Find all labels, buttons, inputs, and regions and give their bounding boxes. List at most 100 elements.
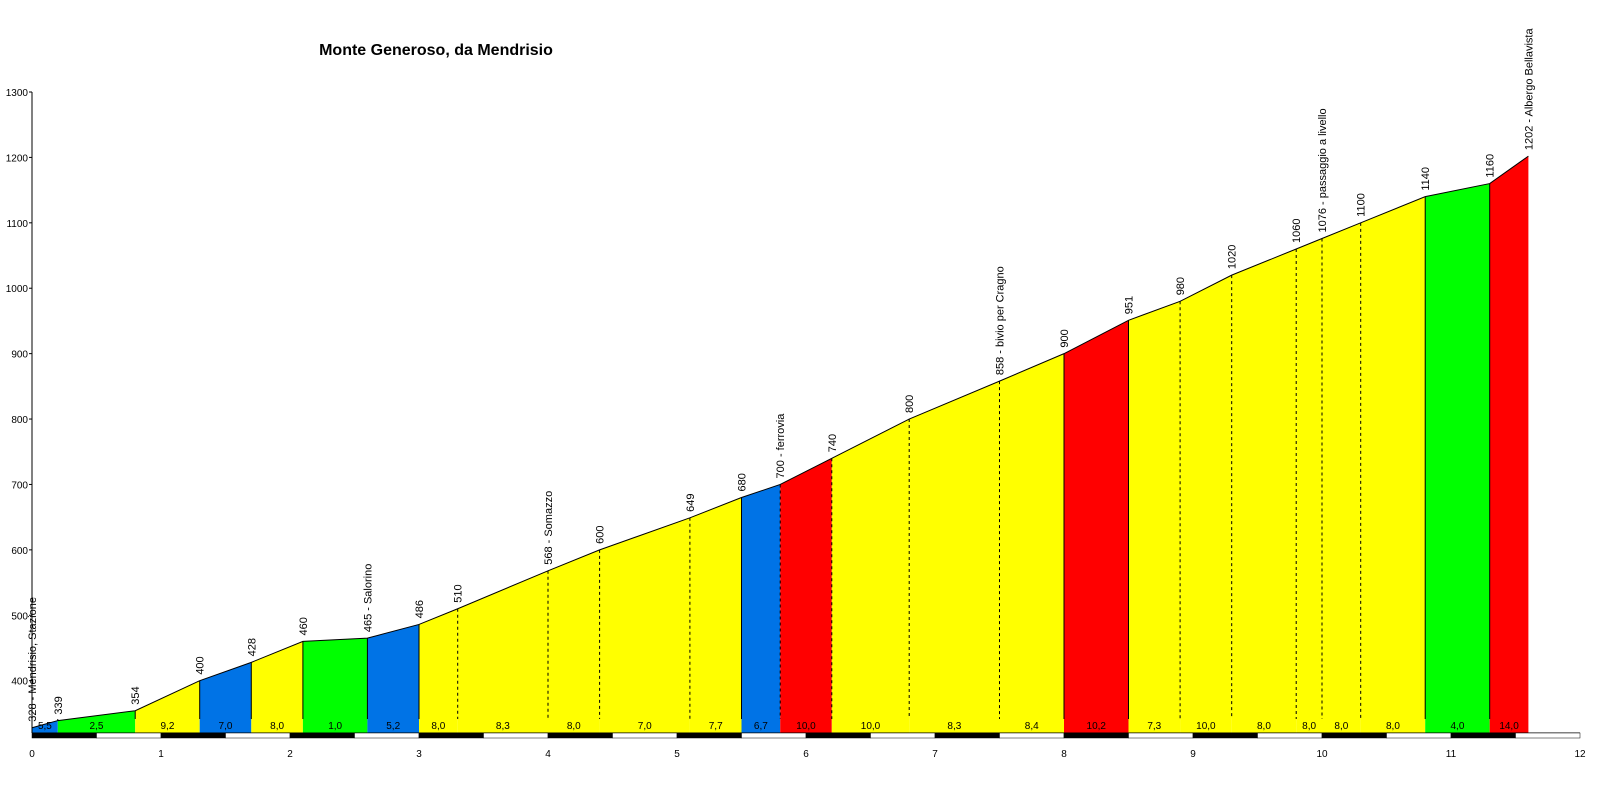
segment-area	[548, 549, 600, 733]
gradient-segments	[32, 156, 1529, 734]
gradient-label: 10,0	[1196, 721, 1216, 732]
x-tick-label: 12	[1574, 749, 1586, 760]
scale-bar-cell	[1515, 732, 1581, 739]
elevation-label: 680	[737, 473, 749, 491]
elevation-label: 400	[195, 656, 207, 674]
gradient-label: 8,4	[1025, 721, 1039, 732]
scale-bar-cell	[160, 732, 226, 739]
gradient-label: 8,0	[1334, 721, 1348, 732]
y-tick-label: 400	[11, 677, 28, 688]
segment-area	[1064, 320, 1129, 733]
scale-bar-cell	[676, 732, 742, 739]
gradient-labels: 5,5 2,5 9,2 7,0 8,0 1,0 5,2 8,0 8,3 8,0 7,0 7,7 6,7 1…	[38, 721, 1519, 732]
gradient-label: 5,2	[386, 721, 400, 732]
y-tick-labels: 1300 1200 1100 1000 900 800 700 600 500 400	[6, 88, 32, 688]
segment-area	[1128, 301, 1181, 733]
scale-bar-cell	[418, 732, 484, 739]
elevation-label: 980	[1175, 277, 1187, 295]
x-tick-label: 0	[29, 749, 35, 760]
y-tick-label: 800	[11, 415, 28, 426]
scale-bar-cell	[870, 732, 936, 739]
elevation-label: 700 - ferrovia	[775, 413, 787, 479]
scale-bar-cell	[1063, 732, 1129, 739]
segment-area	[689, 497, 742, 733]
scale-bar-cell	[1257, 732, 1323, 739]
scale-bar-cell	[934, 732, 1000, 739]
elevation-label: 600	[595, 525, 607, 543]
x-tick-label: 1	[158, 749, 164, 760]
gradient-label: 8,0	[270, 721, 284, 732]
y-tick-label: 1200	[6, 153, 29, 164]
elevation-label: 951	[1124, 296, 1136, 314]
x-tick-label: 7	[932, 749, 938, 760]
segment-area	[457, 570, 548, 733]
elevation-label: 354	[130, 686, 142, 704]
y-tick-label: 1000	[6, 284, 29, 295]
y-tick-label: 500	[11, 611, 28, 622]
y-tick-label: 1300	[6, 88, 29, 99]
segment-area	[32, 720, 58, 733]
segment-area	[135, 680, 200, 733]
elevation-label: 740	[827, 434, 839, 452]
gradient-label: 8,0	[431, 721, 445, 732]
gradient-label: 7,0	[638, 721, 652, 732]
segment-area	[302, 638, 368, 733]
scale-bar-cell	[741, 732, 807, 739]
elevation-label: 900	[1059, 329, 1071, 347]
x-tick-label: 8	[1061, 749, 1067, 760]
gradient-label: 8,0	[567, 721, 581, 732]
x-tick-label: 2	[287, 749, 293, 760]
segment-area	[741, 484, 781, 733]
gradient-label: 8,0	[1257, 721, 1271, 732]
gradient-label: 8,3	[496, 721, 510, 732]
elevation-label: 486	[414, 600, 426, 618]
segment-area	[1425, 183, 1490, 734]
segment-area	[1180, 275, 1232, 733]
gradient-label: 8,3	[947, 721, 961, 732]
segment-area	[999, 353, 1064, 733]
elevation-label: 568 - Somazzo	[543, 491, 555, 565]
segment-area	[1360, 196, 1426, 733]
y-tick-label: 900	[11, 350, 28, 361]
elevation-label: 800	[904, 395, 916, 413]
x-tick-labels: 0 1 2 3 4 5 6 7 8 9 10 11 12	[29, 749, 1586, 760]
gradient-label: 8,0	[1302, 721, 1316, 732]
gradient-label: 6,7	[754, 721, 768, 732]
scale-bar-cell	[96, 732, 162, 739]
elevation-label: 339	[53, 696, 65, 714]
gradient-label: 1,0	[328, 721, 342, 732]
elevation-label: 1160	[1485, 154, 1497, 178]
elevation-label: 1100	[1356, 193, 1368, 217]
segment-area	[1489, 156, 1529, 734]
elevation-label: 1060	[1291, 218, 1303, 242]
gradient-label: 4,0	[1450, 721, 1464, 732]
gradient-label: 7,7	[709, 721, 723, 732]
scale-bar-cell	[547, 732, 613, 739]
segment-area	[419, 608, 458, 733]
scale-bar-cell	[483, 732, 549, 739]
elevation-label: 1140	[1420, 167, 1432, 191]
elevation-label: 460	[298, 617, 310, 635]
x-tick-label: 10	[1316, 749, 1328, 760]
x-tick-label: 5	[674, 749, 680, 760]
elevation-label: 649	[685, 493, 697, 511]
segment-area	[909, 381, 1000, 733]
elevation-labels: 328 - Mendrisio, Stazione 339 354 400 428 460…	[27, 28, 1535, 722]
gradient-label: 10,0	[861, 721, 881, 732]
x-tick-label: 4	[545, 749, 551, 760]
profile-line	[31, 155, 1529, 729]
gradient-label: 10,0	[796, 721, 816, 732]
x-tick-label: 3	[416, 749, 422, 760]
segment-area	[251, 641, 303, 733]
segment-area	[1231, 248, 1297, 733]
scale-bar-cell	[31, 732, 97, 739]
scale-bar-cell	[999, 732, 1065, 739]
elevation-label: 858 - bivio per Cragno	[995, 266, 1007, 375]
elevation-label: 328 - Mendrisio, Stazione	[27, 597, 39, 722]
gradient-label: 7,3	[1147, 721, 1161, 732]
segment-area	[831, 419, 910, 733]
gradient-label: 7,0	[219, 721, 233, 732]
segment-area	[367, 624, 419, 733]
elevation-label: 1202 - Albergo Bellavista	[1523, 28, 1535, 151]
